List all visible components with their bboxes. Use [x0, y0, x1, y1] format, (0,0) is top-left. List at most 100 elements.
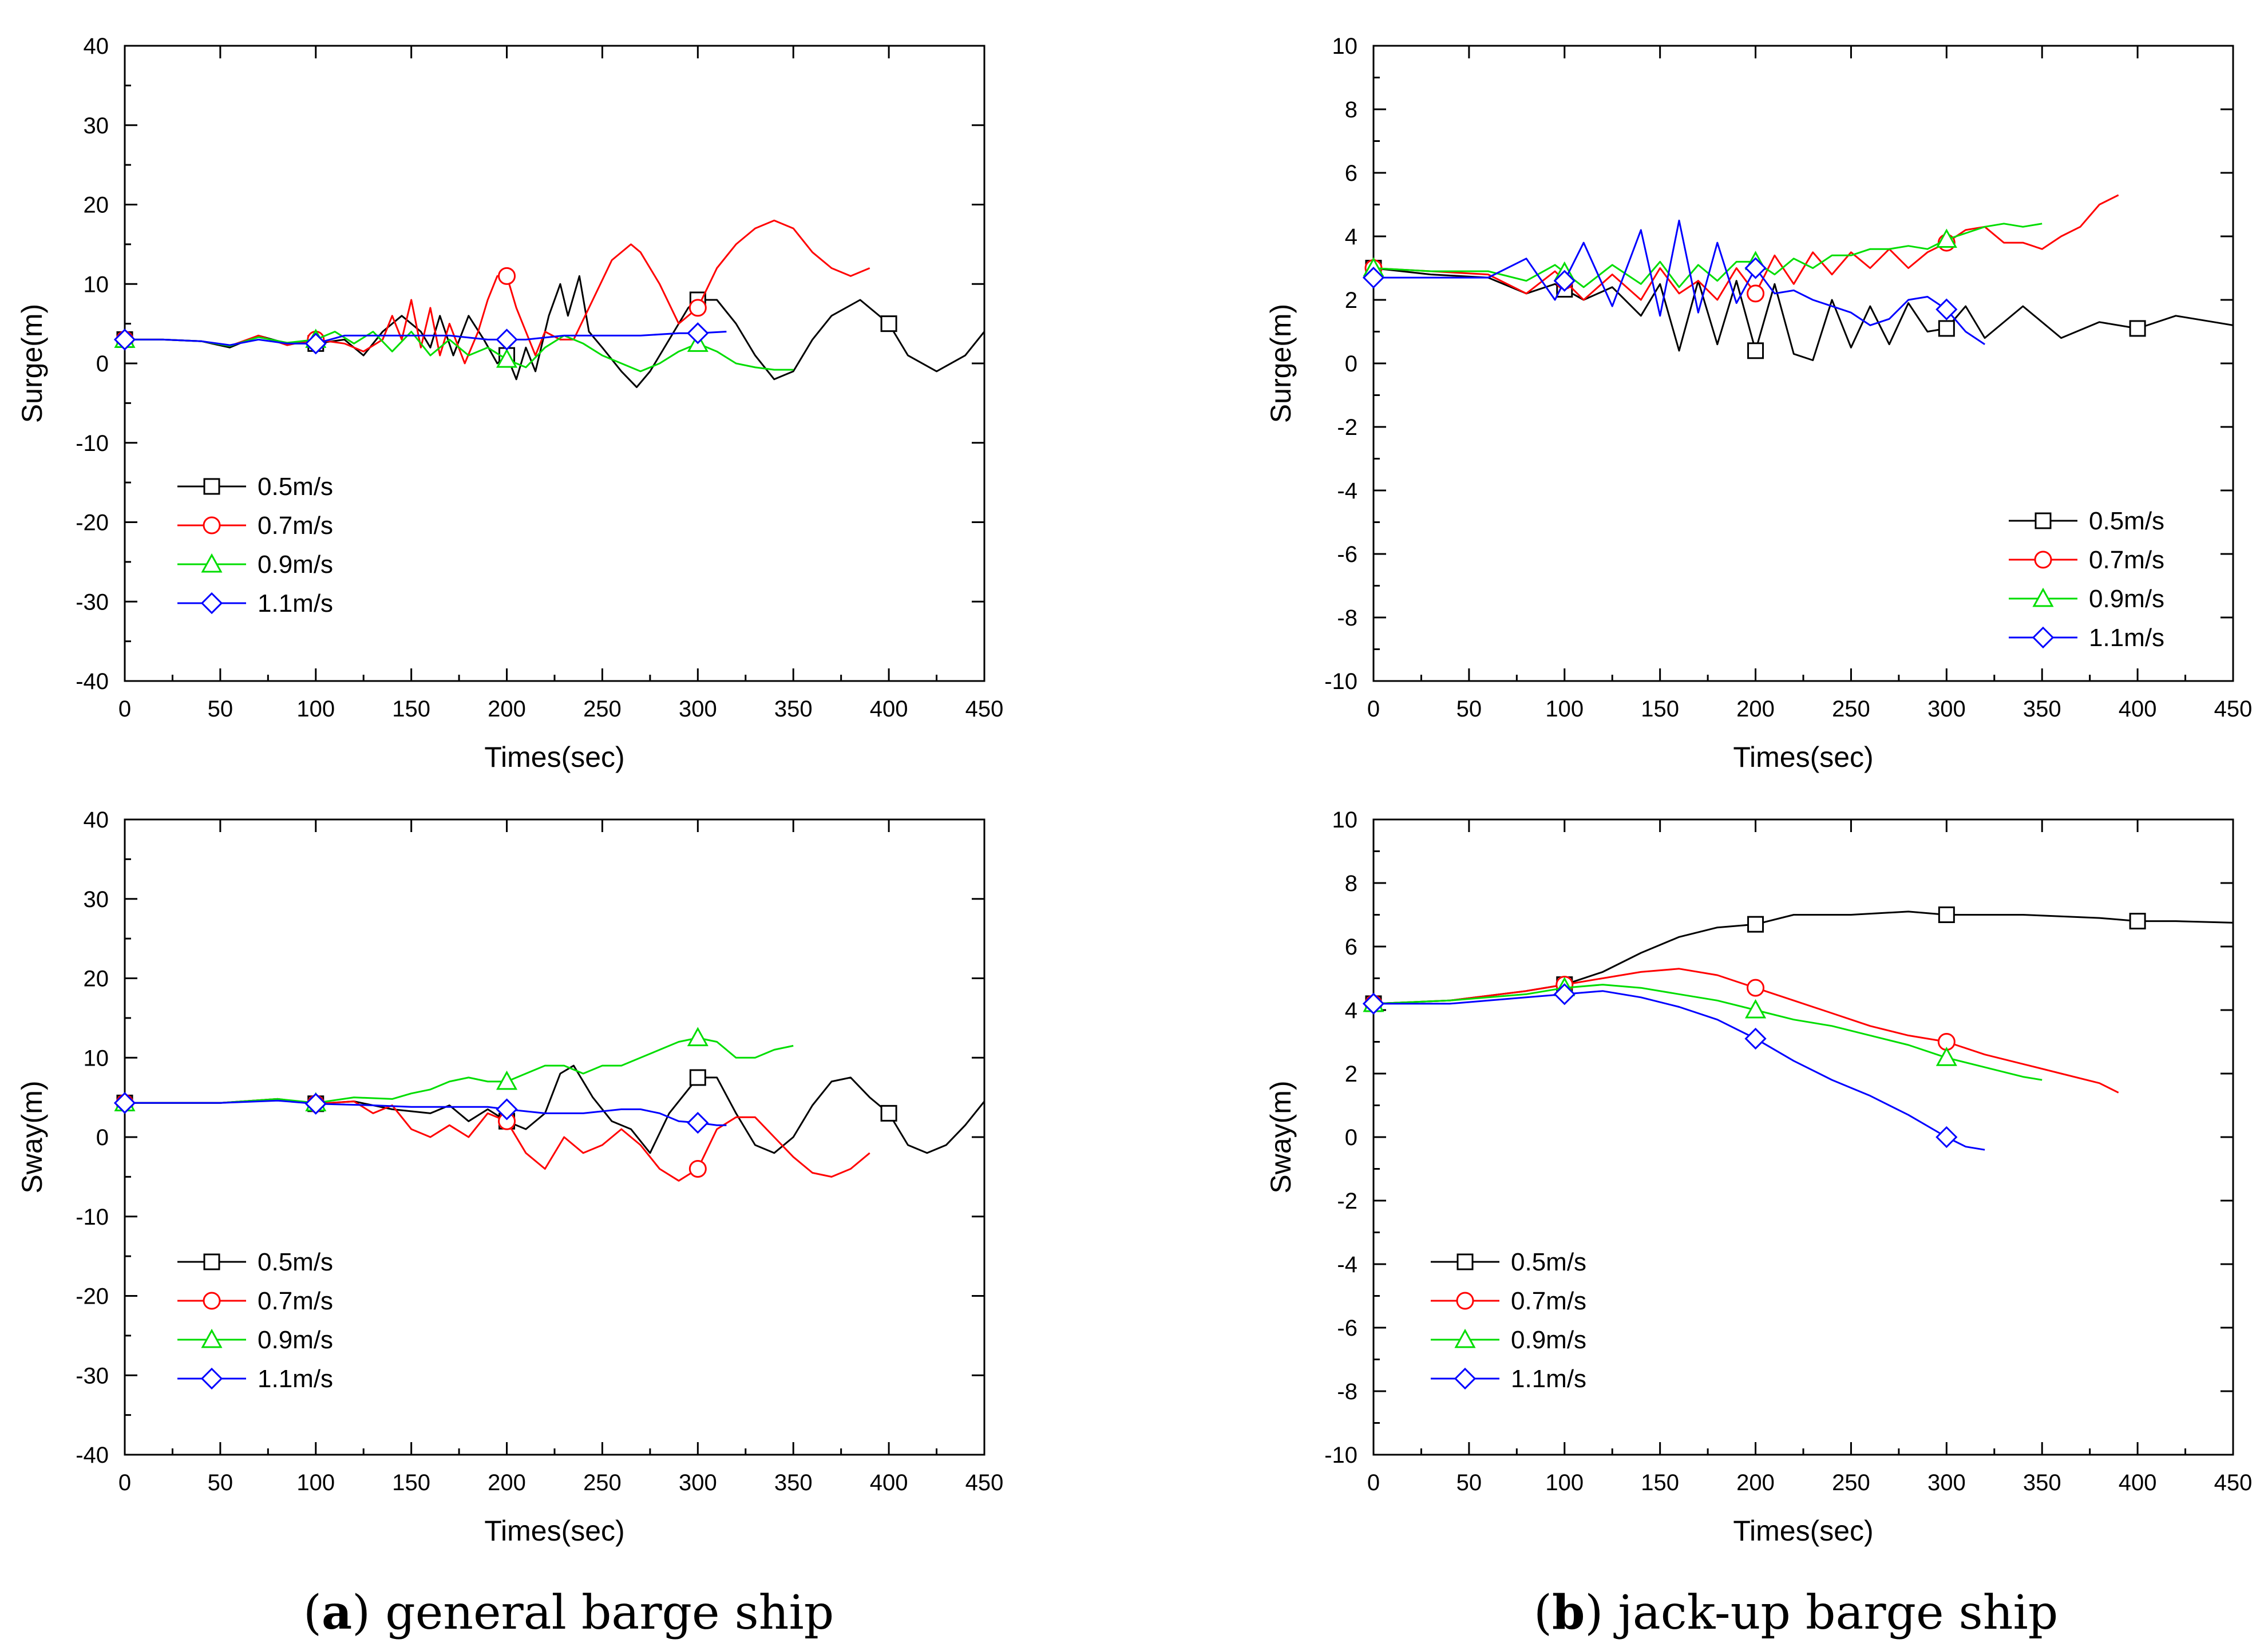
legend-label-1.1m/s: 1.1m/s [258, 1365, 333, 1393]
series-marker-1.1m/s [304, 1092, 327, 1115]
y-tick-label: 0 [96, 1125, 109, 1150]
x-tick-label: 450 [965, 1470, 1004, 1495]
legend-marker-0.7m/s [2034, 551, 2052, 569]
series-marker-1.1m/s [687, 322, 709, 345]
series-marker-0.9m/s [496, 348, 518, 368]
series-line-0.5m/s [1374, 910, 2233, 1005]
series-line-0.5m/s [125, 1064, 984, 1154]
legend-marker-1.1m/s [1454, 1367, 1477, 1390]
series-line-0.5m/s [125, 275, 984, 389]
x-axis-title: Times(sec) [484, 1515, 624, 1547]
legend-label-0.9m/s: 0.9m/s [258, 551, 333, 579]
x-tick-label: 400 [870, 696, 908, 722]
y-tick-label: -4 [1337, 478, 1357, 504]
series-marker-1.1m/s [496, 1098, 518, 1121]
y-tick-label: 30 [84, 113, 109, 138]
y-tick-label: 10 [1332, 34, 1358, 59]
legend-marker-0.7m/s [203, 516, 221, 535]
caption-b-letter: b [1552, 1585, 1585, 1640]
series-marker-0.9m/s [496, 1070, 518, 1090]
legend-marker-0.7m/s [203, 1292, 221, 1310]
y-tick-label: -10 [76, 1205, 109, 1230]
caption-a-letter: a [322, 1585, 353, 1640]
y-tick-label: 2 [1345, 288, 1357, 313]
x-tick-label: 250 [583, 1470, 622, 1495]
x-tick-label: 0 [118, 696, 131, 722]
y-tick-label: -6 [1337, 1316, 1357, 1341]
legend-label-0.5m/s: 0.5m/s [258, 1248, 333, 1276]
legend-marker-0.9m/s [201, 1328, 223, 1348]
x-tick-label: 0 [1367, 1470, 1380, 1495]
legend-marker-1.1m/s [200, 1367, 223, 1390]
series-marker-0.5m/s [880, 1104, 897, 1122]
x-tick-label: 450 [965, 696, 1004, 722]
series-marker-1.1m/s [304, 332, 327, 355]
x-tick-label: 300 [679, 1470, 717, 1495]
x-tick-label: 100 [1545, 696, 1584, 722]
x-tick-label: 350 [2023, 1470, 2061, 1495]
x-tick-label: 350 [2023, 696, 2061, 722]
series-marker-0.5m/s [880, 315, 897, 332]
legend-marker-0.5m/s [2035, 512, 2052, 529]
legend-marker-0.5m/s [203, 478, 220, 495]
x-tick-label: 50 [1456, 696, 1482, 722]
y-tick-label: 40 [84, 807, 109, 833]
y-tick-label: -2 [1337, 415, 1357, 440]
x-tick-label: 100 [296, 1470, 335, 1495]
legend-label-0.7m/s: 0.7m/s [258, 1287, 333, 1315]
legend-marker-0.5m/s [203, 1253, 220, 1270]
x-tick-label: 450 [2214, 696, 2253, 722]
plot-frame [124, 45, 985, 682]
y-tick-label: 10 [1332, 807, 1358, 833]
series-marker-0.5m/s [2129, 320, 2146, 337]
series-line-1.1m/s [1374, 219, 1985, 345]
x-tick-label: 400 [2119, 696, 2157, 722]
legend-marker-1.1m/s [2032, 626, 2055, 649]
series-line-0.7m/s [125, 1098, 870, 1182]
y-tick-label: 20 [84, 967, 109, 992]
y-tick-label: 8 [1345, 871, 1357, 896]
caption-b-text: jack-up barge ship [1618, 1586, 2059, 1640]
series-marker-0.5m/s [2129, 913, 2146, 930]
y-tick-label: -10 [76, 431, 109, 456]
y-tick-label: -8 [1337, 605, 1357, 631]
series-marker-0.9m/s [1935, 228, 1957, 248]
legend-label-0.5m/s: 0.5m/s [258, 473, 333, 501]
series-line-0.7m/s [125, 219, 870, 365]
caption-b: (b) jack-up barge ship [1534, 1585, 2059, 1640]
x-tick-label: 250 [583, 696, 622, 722]
y-axis-title: Surge(m) [1265, 304, 1297, 423]
x-tick-label: 150 [1641, 696, 1679, 722]
x-tick-label: 150 [392, 1470, 430, 1495]
y-tick-label: -40 [76, 669, 109, 694]
x-tick-label: 450 [2214, 1470, 2253, 1495]
x-tick-label: 200 [488, 696, 526, 722]
legend-marker-0.9m/s [201, 553, 223, 573]
series-marker-1.1m/s [1935, 298, 1958, 320]
legend-label-0.5m/s: 0.5m/s [2089, 507, 2164, 535]
series-marker-0.5m/s [1747, 916, 1764, 933]
y-tick-label: -40 [76, 1443, 109, 1468]
y-tick-label: -20 [76, 1284, 109, 1309]
series-line-1.1m/s [1374, 990, 1985, 1151]
x-tick-label: 100 [296, 696, 335, 722]
x-tick-label: 250 [1832, 1470, 1870, 1495]
series-marker-0.9m/s [1935, 1047, 1957, 1066]
chart-a-surge: 0 50 100 150 200 250 300 350 400 450-40-30-20-100… [16, 34, 1003, 773]
y-tick-label: -10 [1324, 669, 1357, 694]
legend-label-0.9m/s: 0.9m/s [258, 1326, 333, 1354]
y-tick-label: 30 [84, 887, 109, 912]
series-marker-0.7m/s [1747, 979, 1765, 997]
series-marker-0.5m/s [1938, 906, 1955, 923]
plot-frame [124, 818, 985, 1456]
x-axis-title: Times(sec) [1733, 1515, 1873, 1547]
x-tick-label: 0 [118, 1470, 131, 1495]
chart-b-surge: 0 50 100 150 200 250 300 350 400 450 -10 -8 -6 -4 -2 0 2… [1265, 34, 2252, 773]
y-axis-title: Sway(m) [16, 1080, 48, 1193]
series-marker-0.5m/s [689, 1069, 706, 1086]
y-tick-label: -8 [1337, 1379, 1357, 1404]
legend-marker-0.7m/s [1456, 1292, 1474, 1310]
legend-marker-0.9m/s [2032, 587, 2054, 607]
y-tick-label: 20 [84, 193, 109, 218]
